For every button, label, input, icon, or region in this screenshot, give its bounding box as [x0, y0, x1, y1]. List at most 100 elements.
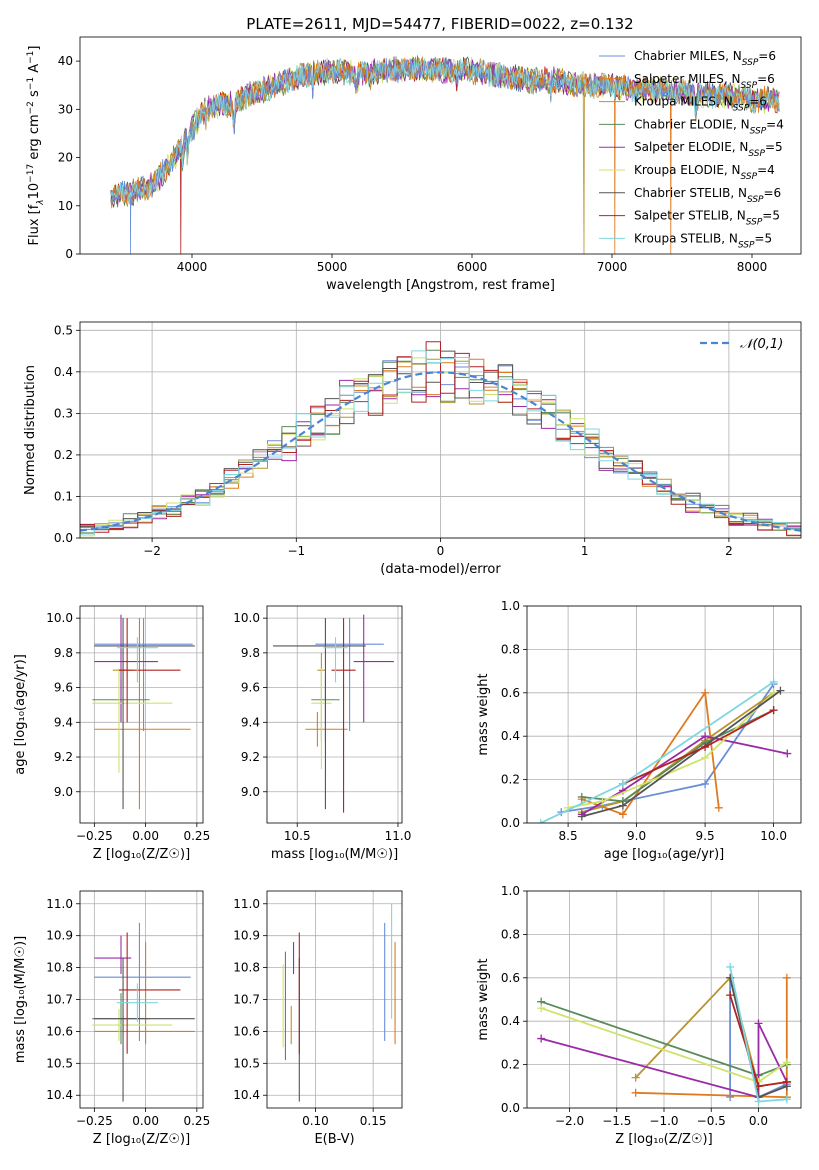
y-tick-label: 0 — [65, 247, 73, 261]
x-tick-label: 0.25 — [183, 829, 210, 843]
legend-label: Chabrier STELIB, NSSP=6 — [634, 186, 781, 205]
axes-frame — [526, 890, 802, 1109]
x-tick-label: 9.0 — [627, 829, 646, 843]
x-tick-label: −0.5 — [697, 1114, 726, 1128]
y-tick-label: 9.6 — [54, 681, 73, 695]
axes-frame — [79, 605, 204, 824]
x-tick-label: 0 — [437, 544, 445, 558]
point-marker — [754, 1019, 763, 1028]
legend-label-part: Salpeter MILES, N — [634, 72, 741, 86]
weight-line — [581, 692, 775, 813]
y-tick-label: 0.2 — [54, 448, 73, 462]
panel-age_vs_Z: −0.25 0.00 0.25 9.0 9.2 9.4 9.6 9.8 10.0 Z [log₁₀… — [13, 605, 210, 862]
x-tick-label: 10.5 — [284, 829, 311, 843]
x-tick-label: 0.00 — [132, 829, 159, 843]
x-tick-label: 8.5 — [559, 829, 578, 843]
plot-area-mass_vs_Z — [92, 922, 195, 1102]
legend-label-part: SSP — [742, 58, 759, 68]
point-marker — [769, 677, 778, 686]
y-tick-label: 0.5 — [54, 323, 73, 337]
y-tick-label: 9.0 — [241, 785, 260, 799]
y-tick-label: 10.9 — [233, 929, 260, 943]
legend-label-part: =6 — [758, 49, 776, 63]
y-axis-label-part: −1 — [26, 51, 36, 64]
panel-massweight_vs_age: 8.5 9.0 9.5 10.0 0.0 0.2 0.4 0.6 0.8 1.0 age [log₁… — [476, 599, 802, 862]
y-tick-label: 0.6 — [501, 686, 520, 700]
legend-label-part: SSP — [750, 126, 767, 136]
x-axis-label: wavelength [Angstrom, rest frame] — [326, 278, 555, 293]
x-tick-label: −1 — [287, 544, 305, 558]
point-marker — [782, 1095, 791, 1104]
legend-label-part: SSP — [741, 81, 758, 91]
y-axis-label: Normed distribution — [23, 365, 38, 495]
legend-label-part: Chabrier ELODIE, N — [634, 117, 750, 131]
legend-label-part: SSP — [741, 172, 758, 182]
plot-area-age_vs_Z — [92, 614, 195, 810]
legend-label-part: SSP — [746, 218, 763, 228]
figure-title: PLATE=2611, MJD=54477, FIBERID=0022, z=0… — [246, 15, 633, 33]
y-tick-label: 30 — [58, 102, 73, 116]
plot-area-residuals — [80, 341, 801, 537]
legend-label-part: =6 — [757, 72, 775, 86]
point-marker — [577, 792, 586, 801]
point-marker — [726, 962, 735, 971]
y-tick-label: 0.4 — [501, 729, 520, 743]
point-marker — [618, 779, 627, 788]
y-tick-label: 0.6 — [501, 971, 520, 985]
x-axis-label: E(B-V) — [314, 1132, 354, 1147]
x-tick-label: 8000 — [737, 260, 768, 274]
y-tick-label: 10.6 — [46, 1024, 73, 1038]
y-tick-label: 9.8 — [241, 646, 260, 660]
x-tick-label: 0.00 — [132, 1114, 159, 1128]
y-tick-label: 0.3 — [54, 406, 73, 420]
normal-curve — [80, 371, 801, 532]
x-axis-label: Z [log₁₀(Z/Z☉)] — [93, 1132, 190, 1147]
legend-label-part: SSP — [748, 149, 765, 159]
legend-label: Salpeter STELIB, NSSP=5 — [634, 209, 780, 228]
weight-line — [581, 709, 774, 803]
y-tick-label: 0.8 — [501, 642, 520, 656]
y-axis-label: mass weight — [476, 958, 491, 1040]
x-tick-label: 7000 — [597, 260, 628, 274]
point-marker — [782, 1077, 791, 1086]
legend-label-part: =4 — [766, 117, 784, 131]
plot-area-massweight_vs_Z — [537, 962, 791, 1106]
x-axis-label: mass [log₁₀(M/M☉)] — [271, 847, 398, 862]
y-axis-label-part: ] — [27, 46, 42, 51]
legend-label: Salpeter ELODIE, NSSP=5 — [634, 140, 783, 159]
legend-label-part: Kroupa STELIB, N — [634, 231, 738, 245]
y-tick-label: 9.4 — [54, 715, 73, 729]
y-tick-label: 0.0 — [501, 816, 520, 830]
point-marker — [726, 991, 735, 1000]
x-tick-label: 0.0 — [749, 1114, 768, 1128]
point-marker — [631, 1088, 640, 1097]
legend-label: Kroupa STELIB, NSSP=5 — [634, 231, 772, 250]
y-tick-label: 0.8 — [501, 927, 520, 941]
plot-area-age_vs_mass — [273, 614, 394, 813]
y-tick-label: 11.0 — [46, 897, 73, 911]
x-tick-label: −2 — [143, 544, 161, 558]
x-tick-label: −0.25 — [76, 1114, 113, 1128]
point-marker — [714, 803, 723, 812]
spectrum-line — [110, 57, 780, 254]
y-tick-label: 0.4 — [501, 1014, 520, 1028]
axes-frame — [266, 890, 403, 1109]
point-marker — [618, 801, 627, 810]
x-tick-label: 9.5 — [696, 829, 715, 843]
y-tick-label: 10.9 — [46, 929, 73, 943]
y-tick-label: 9.2 — [54, 750, 73, 764]
y-tick-label: 10.0 — [46, 611, 73, 625]
legend-label-part: =6 — [749, 95, 767, 109]
y-axis-label-part: Flux [f — [27, 204, 42, 245]
x-axis-label: Z [log₁₀(Z/Z☉)] — [93, 847, 190, 862]
x-axis-label: (data-model)/error — [380, 562, 501, 577]
point-marker — [631, 1073, 640, 1082]
panel-residuals: −2 −1 0 1 2 0.0 0.1 0.2 0.3 0.4 0.5 (data-model)/er… — [23, 321, 802, 577]
point-marker — [783, 749, 792, 758]
x-tick-label: 0.15 — [360, 1114, 387, 1128]
y-axis-label: mass weight — [476, 673, 491, 755]
panel-mass_vs_Z: −0.25 0.00 0.25 10.4 10.5 10.6 10.7 10.8 10.9 11.… — [13, 890, 210, 1147]
legend-label: Kroupa MILES, NSSP=6 — [634, 95, 767, 114]
y-tick-label: 0.2 — [501, 773, 520, 787]
